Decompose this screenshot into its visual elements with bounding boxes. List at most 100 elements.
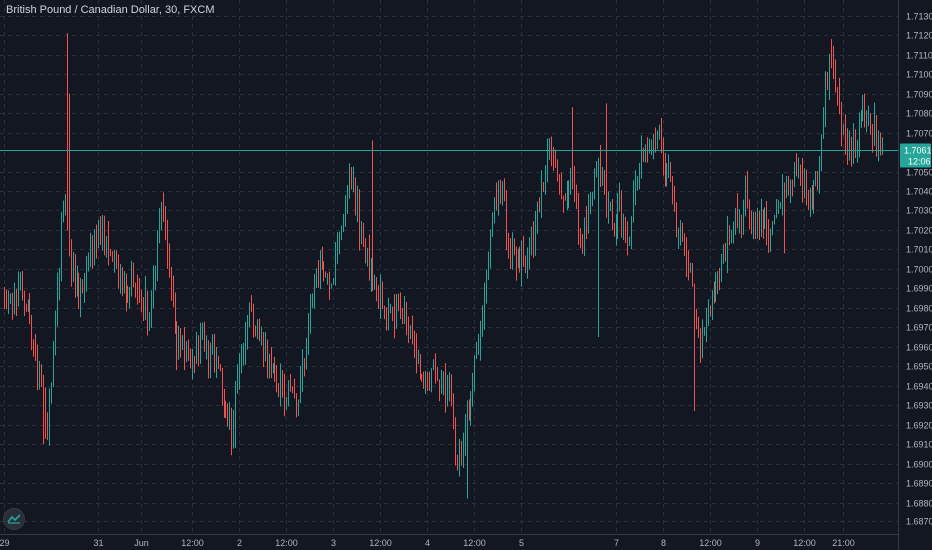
candle-body [845,129,846,140]
candle-body [551,146,552,154]
candle-body [721,255,722,280]
candle-body [247,326,248,336]
candle-body [284,388,285,408]
candle-body [376,286,377,296]
candle-body [339,239,340,244]
candle-body [443,375,444,380]
candle-body [776,211,777,216]
candle-body [808,198,809,210]
candle-body [224,393,225,407]
candle-body [73,256,74,273]
candle-body [218,362,219,366]
candle-body [84,281,85,291]
candle-body [576,191,577,207]
candle-body [706,314,707,328]
candle-body [304,359,305,370]
candle-body [817,178,818,181]
candle-body [365,244,366,257]
candle-body [708,310,709,315]
candle-body [514,239,515,253]
candle-body [435,367,436,381]
candle-body [792,179,793,187]
candle-body [521,249,522,273]
candle-body [859,116,860,147]
candle-body [124,277,125,290]
candle-body [204,327,205,347]
candle-body [545,177,546,187]
candle-body [271,357,272,370]
candle-body [772,223,773,235]
candle-body [90,245,91,266]
candle-body [474,358,475,386]
candle-body [222,370,223,394]
candle-body [488,261,489,271]
y-tick-label: 1.69900 [906,284,932,294]
candle-body [813,183,814,208]
candle-body [300,377,301,401]
candle-body [131,273,132,289]
candle-body [774,215,775,224]
candle-body [715,286,716,300]
candle-body [35,344,36,346]
candle-body [374,286,375,288]
candle-body [661,131,662,139]
candle-body [737,208,738,225]
symbol-title: British Pound / Canadian Dollar, 30, FXC… [6,4,215,16]
candle-body [492,220,493,236]
candle-body [712,290,713,312]
candle-body [717,275,718,287]
y-tick-label: 1.70000 [906,265,932,275]
candle-body [641,148,642,171]
candle-body [69,223,70,252]
candle-body [565,198,566,201]
candle-body [749,205,750,222]
candle-body [670,167,671,181]
candle-body [249,302,250,327]
candle-body [169,254,170,270]
candle-body [49,392,50,433]
tradingview-logo-icon[interactable] [3,508,25,530]
candle-body [290,388,291,391]
y-tick-label: 1.70400 [906,187,932,197]
candle-body [28,303,29,310]
candle-body [323,261,324,274]
candle-body [359,195,360,236]
y-tick-label: 1.69600 [906,343,932,353]
candle-body [390,308,391,311]
candle-body [306,347,307,370]
candle-body [878,137,879,147]
candle-body [255,329,256,335]
candle-body [67,207,68,224]
candle-body [463,442,464,457]
candle-body [355,180,356,210]
candle-body [288,388,289,406]
y-tick-label: 1.69800 [906,304,932,314]
candle-body [608,203,609,214]
candle-body [567,193,568,201]
candle-body [421,376,422,380]
candle-body [633,191,634,218]
candle-body [470,400,471,411]
candle-body [410,327,411,339]
candle-body [494,197,495,221]
y-tick-label: 1.70300 [906,206,932,216]
candle-body [147,290,148,321]
candle-body [753,223,754,230]
candle-body [692,263,693,286]
candle-body [743,203,744,224]
y-tick-label: 1.69400 [906,382,932,392]
candle-body [402,308,403,316]
candle-body [847,139,848,150]
candle-body [157,240,158,271]
candle-body [18,285,19,305]
candle-body [225,406,226,408]
candle-body [841,103,842,131]
candle-body [86,269,87,282]
candle-body [333,279,334,284]
candle-body [192,356,193,366]
candle-body [214,345,215,365]
candle-body [282,372,283,389]
candle-body [835,66,836,90]
